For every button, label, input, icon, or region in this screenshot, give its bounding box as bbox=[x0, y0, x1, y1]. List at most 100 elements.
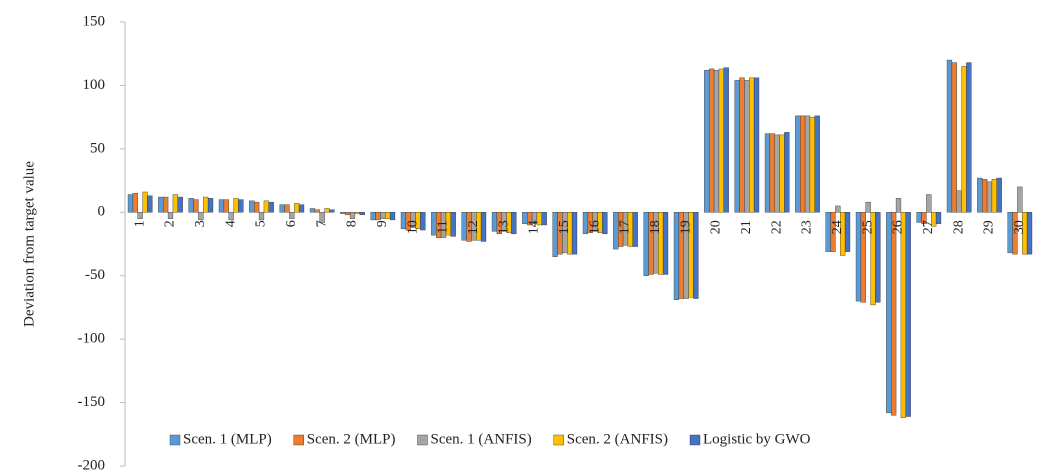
bar bbox=[986, 181, 993, 213]
x-tick-label: 1 bbox=[132, 220, 147, 227]
bar bbox=[340, 212, 346, 214]
bar bbox=[693, 212, 699, 299]
bar bbox=[804, 115, 811, 213]
bar bbox=[193, 199, 199, 213]
bar bbox=[258, 212, 265, 221]
bar bbox=[375, 212, 381, 221]
bar bbox=[926, 194, 932, 213]
x-tick-label: 30 bbox=[1012, 220, 1027, 234]
bar bbox=[571, 212, 578, 255]
bar bbox=[385, 212, 391, 219]
bar bbox=[875, 212, 881, 303]
x-tick-label: 11 bbox=[436, 220, 451, 233]
bar bbox=[188, 198, 194, 213]
x-tick-label: 8 bbox=[345, 220, 360, 227]
legend-swatch bbox=[417, 434, 428, 446]
bar bbox=[982, 179, 988, 213]
x-tick-label: 18 bbox=[648, 220, 663, 234]
legend-swatch bbox=[689, 434, 701, 446]
legend-swatch bbox=[293, 434, 304, 446]
x-tick-label: 7 bbox=[314, 220, 329, 227]
bar bbox=[284, 204, 290, 213]
x-tick-label: 15 bbox=[557, 220, 572, 234]
bar bbox=[370, 212, 376, 221]
x-tick-label: 27 bbox=[921, 220, 936, 234]
bar bbox=[977, 177, 983, 213]
bar bbox=[172, 194, 178, 213]
bar bbox=[865, 201, 871, 213]
bar bbox=[951, 62, 957, 213]
x-tick-label: 12 bbox=[466, 220, 481, 234]
bar bbox=[809, 116, 815, 213]
bar bbox=[753, 77, 760, 213]
x-tick-label: 2 bbox=[163, 220, 178, 227]
bar bbox=[905, 212, 911, 417]
x-tick-label: 26 bbox=[891, 220, 906, 234]
bar bbox=[662, 212, 669, 275]
bar bbox=[774, 134, 780, 213]
bar bbox=[218, 199, 225, 213]
bar bbox=[835, 205, 841, 213]
bar bbox=[1026, 212, 1033, 255]
bar bbox=[309, 208, 316, 213]
bar bbox=[450, 212, 456, 237]
bar bbox=[632, 212, 638, 247]
x-tick-label: 6 bbox=[284, 220, 299, 227]
bar bbox=[886, 212, 892, 413]
bar bbox=[511, 212, 517, 235]
y-tick-label: -50 bbox=[85, 267, 105, 283]
bar bbox=[713, 70, 720, 213]
x-tick-label: 19 bbox=[678, 220, 693, 234]
bar bbox=[349, 212, 356, 219]
bar bbox=[268, 201, 274, 213]
x-tick-label: 20 bbox=[709, 220, 724, 234]
bar bbox=[142, 191, 148, 213]
bar bbox=[480, 212, 487, 242]
x-tick-label: 14 bbox=[527, 220, 542, 234]
bar bbox=[223, 199, 229, 213]
bar bbox=[749, 77, 755, 213]
bar bbox=[891, 212, 897, 416]
bar bbox=[238, 199, 244, 213]
x-tick-label: 4 bbox=[223, 220, 238, 227]
legend-label: Scen. 1 (MLP) bbox=[183, 431, 272, 447]
bar bbox=[935, 212, 942, 224]
legend-label: Scen. 2 (MLP) bbox=[307, 431, 396, 447]
bar bbox=[895, 198, 902, 213]
bar bbox=[946, 59, 953, 213]
x-tick-label: 10 bbox=[405, 220, 420, 234]
bar bbox=[1012, 212, 1018, 255]
legend-label: Scen. 2 (ANFIS) bbox=[567, 431, 668, 447]
bar bbox=[602, 212, 608, 235]
bar bbox=[127, 194, 134, 213]
legend-swatch bbox=[169, 434, 181, 446]
x-tick-label: 29 bbox=[982, 220, 997, 234]
x-tick-label: 9 bbox=[375, 220, 390, 227]
x-tick-label: 23 bbox=[800, 220, 815, 234]
bar bbox=[163, 196, 169, 213]
bar bbox=[830, 212, 836, 252]
bar bbox=[167, 212, 174, 219]
y-tick-label: 50 bbox=[90, 140, 105, 156]
bar bbox=[844, 212, 851, 252]
bar bbox=[319, 212, 325, 223]
bar bbox=[1017, 186, 1023, 213]
bar bbox=[420, 212, 426, 231]
bar bbox=[734, 80, 740, 213]
bar bbox=[709, 68, 715, 213]
bar bbox=[900, 212, 906, 418]
bar bbox=[207, 198, 214, 213]
bar bbox=[203, 196, 209, 213]
bar bbox=[718, 68, 724, 213]
bar bbox=[996, 177, 1002, 213]
bar bbox=[177, 196, 183, 213]
bar bbox=[860, 212, 866, 303]
bar bbox=[354, 212, 360, 214]
x-tick-label: 16 bbox=[587, 220, 602, 234]
bar bbox=[380, 212, 386, 219]
bar bbox=[991, 179, 997, 213]
bar bbox=[389, 212, 396, 221]
bar bbox=[779, 134, 785, 213]
bar bbox=[329, 209, 335, 213]
